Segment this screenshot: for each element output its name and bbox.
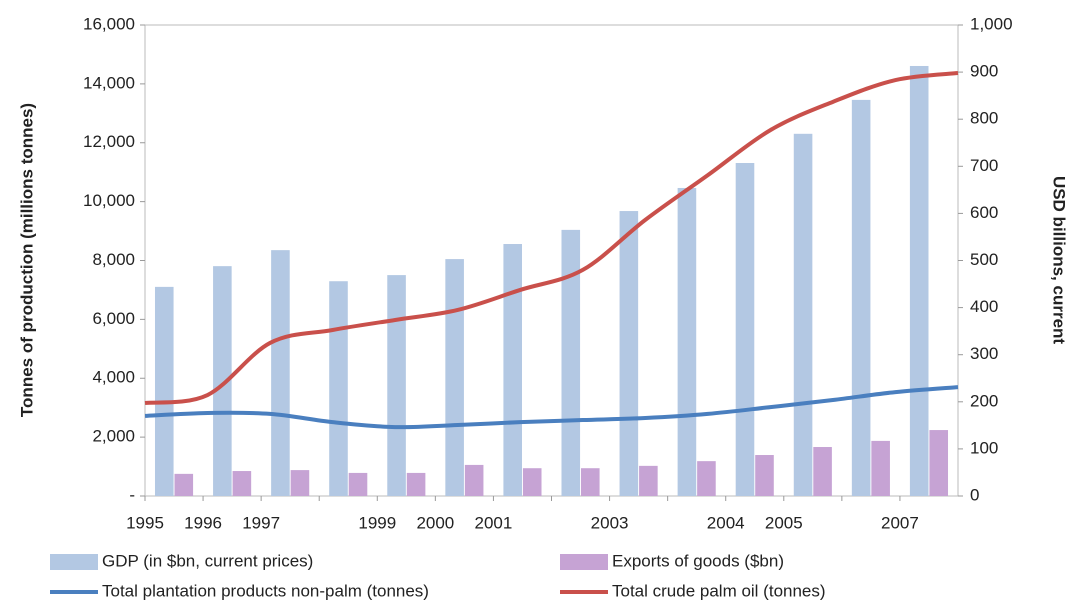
bar: [213, 266, 232, 496]
bar: [735, 163, 755, 497]
x-tick-label: 2007: [881, 513, 919, 532]
y2-tick-label: 0: [970, 485, 979, 504]
y-tick-label: 4,000: [92, 368, 135, 387]
x-tick-label: 2000: [416, 513, 454, 532]
bar: [271, 250, 290, 496]
y2-tick-label: 700: [970, 156, 998, 175]
bar: [639, 465, 658, 496]
bar: [813, 447, 832, 496]
bar: [174, 473, 194, 496]
y2-axis-title: USD billions, current: [1050, 176, 1069, 344]
bar: [755, 455, 774, 496]
y2-tick-label: 500: [970, 250, 998, 269]
bar: [329, 281, 348, 496]
x-tick-label: 2004: [707, 513, 745, 532]
bar: [619, 211, 639, 497]
bar: [503, 244, 522, 496]
y-tick-label: 16,000: [83, 14, 135, 33]
bar: [561, 229, 581, 496]
legend-swatch: [50, 554, 98, 570]
legend-label: Total plantation products non-palm (tonn…: [102, 581, 429, 600]
legend-label: Exports of goods ($bn): [612, 551, 784, 570]
x-tick-label: 2005: [765, 513, 803, 532]
bar: [445, 259, 464, 496]
bar: [290, 470, 310, 496]
y-tick-label: 8,000: [92, 250, 135, 269]
bar: [677, 187, 697, 496]
plot-area: [144, 24, 959, 497]
y2-tick-label: 900: [970, 62, 998, 81]
bar: [851, 99, 871, 496]
y-tick-label: 2,000: [92, 427, 135, 446]
line: [144, 70, 959, 405]
bar: [909, 65, 929, 497]
y-axis-title: Tonnes of production (millions tonnes): [17, 103, 36, 417]
bar: [793, 133, 813, 496]
bar: [929, 430, 949, 496]
bar: [232, 471, 252, 496]
y2-tick-label: 400: [970, 297, 998, 316]
bar: [871, 440, 890, 496]
x-tick-label: 1996: [184, 513, 222, 532]
legend-label: GDP (in $bn, current prices): [102, 551, 313, 570]
y-tick-label: 10,000: [83, 191, 135, 210]
x-tick-label: 2003: [591, 513, 629, 532]
y2-tick-label: 800: [970, 109, 998, 128]
bar: [154, 286, 174, 496]
y-tick-label: 12,000: [83, 132, 135, 151]
legend-label: Total crude palm oil (tonnes): [612, 581, 826, 600]
y-tick-label: 14,000: [83, 73, 135, 92]
bar: [387, 275, 406, 496]
x-tick-label: 1997: [242, 513, 280, 532]
y2-tick-label: 1,000: [970, 14, 1013, 33]
legend-swatch: [560, 554, 608, 570]
bar: [581, 468, 600, 496]
bar: [348, 472, 368, 496]
y2-tick-label: 300: [970, 344, 998, 363]
bar: [406, 472, 426, 496]
y2-tick-label: 600: [970, 203, 998, 222]
y2-tick-label: 200: [970, 391, 998, 410]
x-tick-label: 1995: [126, 513, 164, 532]
bar: [697, 461, 716, 496]
x-tick-label: 1999: [358, 513, 396, 532]
x-tick-label: 2001: [475, 513, 513, 532]
line: [144, 385, 959, 430]
y-tick-label: 6,000: [92, 309, 135, 328]
y2-tick-label: 100: [970, 438, 998, 457]
y-tick-label: -: [129, 485, 135, 504]
bar: [522, 468, 542, 496]
bar: [464, 464, 484, 496]
